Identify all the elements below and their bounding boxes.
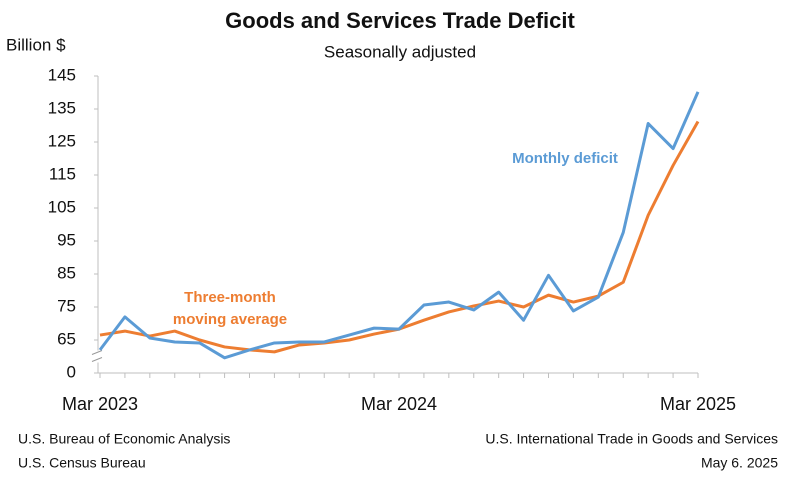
y-tick-label: 75 [57, 296, 76, 315]
y-tick-label: 135 [48, 98, 76, 117]
x-tick-label: Mar 2023 [62, 394, 138, 414]
y-tick-label: 105 [48, 197, 76, 216]
y-tick-label: 0 [67, 362, 76, 381]
y-tick-label: 95 [57, 230, 76, 249]
y-axis-label: Billion $ [6, 35, 66, 54]
y-tick-label: 115 [49, 164, 76, 183]
x-tick-label: Mar 2025 [660, 394, 736, 414]
footer-note: May 6. 2025 [701, 455, 778, 471]
series-label: Monthly deficit [512, 150, 618, 167]
axis-break [91, 350, 103, 362]
data-line [98, 91, 700, 360]
series-label: Three-month moving average [172, 289, 288, 328]
y-tick-label: 145 [48, 65, 76, 84]
chart-subtitle: Seasonally adjusted [324, 42, 476, 61]
y-tick-label: 85 [57, 263, 76, 282]
y-tick-label: 65 [57, 329, 76, 348]
chart-title: Goods and Services Trade Deficit [225, 8, 575, 33]
footer-source: U.S. Census Bureau [18, 455, 146, 471]
footer-note: U.S. International Trade in Goods and Se… [485, 431, 778, 447]
y-tick-label: 125 [48, 131, 76, 150]
x-tick-label: Mar 2024 [361, 394, 437, 414]
footer-source: U.S. Bureau of Economic Analysis [18, 431, 230, 447]
